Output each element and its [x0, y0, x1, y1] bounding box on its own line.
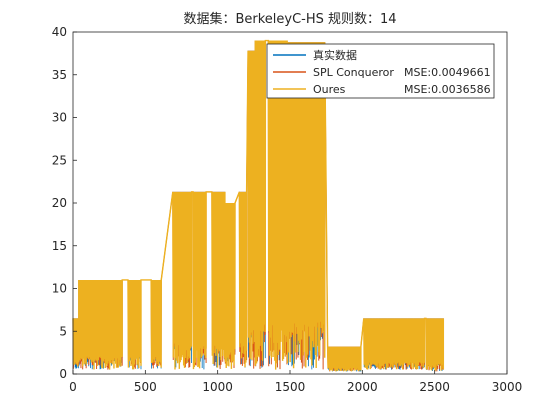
- legend-label-ours: Oures: [313, 83, 346, 96]
- y-tick-label: 10: [52, 282, 67, 296]
- x-tick-label: 1500: [275, 380, 306, 394]
- y-tick-label: 25: [52, 153, 67, 167]
- y-tick-label: 35: [52, 68, 67, 82]
- legend: 真实数据 SPL Conqueror MSE:0.0049661 Oures M…: [266, 43, 495, 99]
- y-tick-label: 20: [52, 196, 67, 210]
- legend-label-spl: SPL Conqueror: [313, 66, 394, 79]
- y-tick-label: 30: [52, 111, 67, 125]
- series-line-ours: [72, 39, 445, 372]
- legend-mse-spl: MSE:0.0049661: [404, 66, 491, 79]
- y-tick-label: 0: [59, 367, 67, 381]
- x-tick-label: 2000: [347, 380, 378, 394]
- x-tick-label: 0: [69, 380, 77, 394]
- y-tick-label: 15: [52, 239, 67, 253]
- series-layer: [72, 39, 445, 372]
- legend-label-truth: 真实数据: [313, 48, 357, 62]
- chart-title: 数据集：BerkeleyC-HS 规则数：14: [183, 11, 396, 27]
- x-tick-label: 500: [134, 380, 157, 394]
- x-tick-label: 2500: [419, 380, 450, 394]
- legend-mse-ours: MSE:0.0036586: [404, 83, 491, 96]
- y-tick-label: 5: [59, 324, 67, 338]
- y-tick-label: 40: [52, 25, 67, 39]
- ticks-layer: 0 500 1000 1500 2000 2500 3000 0 5 10 15 20 25 30 35 40: [52, 25, 523, 394]
- x-tick-label: 1000: [202, 380, 233, 394]
- x-tick-label: 3000: [492, 380, 523, 394]
